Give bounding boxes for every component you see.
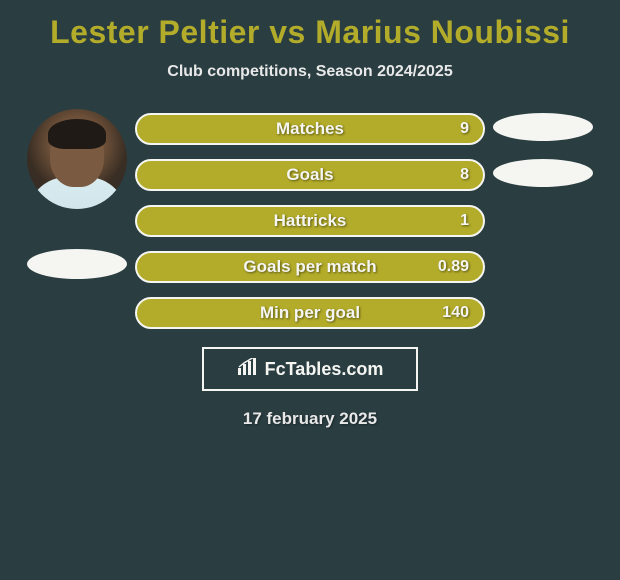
player-left-name-pill bbox=[27, 249, 127, 279]
stat-bar-goals-per-match: Goals per match 0.89 bbox=[135, 251, 485, 283]
stat-bar-goals: Goals 8 bbox=[135, 159, 485, 191]
branding-box: FcTables.com bbox=[202, 347, 418, 391]
stat-label: Min per goal bbox=[260, 303, 360, 323]
player-right-pill-1 bbox=[493, 113, 593, 141]
page-title: Lester Peltier vs Marius Noubissi bbox=[50, 14, 570, 51]
stat-bar-matches: Matches 9 bbox=[135, 113, 485, 145]
stat-value-right: 9 bbox=[460, 120, 469, 138]
player-right-column bbox=[485, 109, 605, 205]
stat-label: Matches bbox=[276, 119, 344, 139]
stat-bar-hattricks: Hattricks 1 bbox=[135, 205, 485, 237]
stats-column: Matches 9 Goals 8 Hattricks 1 Goals per … bbox=[135, 109, 485, 329]
stat-value-right: 0.89 bbox=[438, 258, 469, 276]
bar-chart-icon bbox=[237, 358, 259, 381]
stat-value-right: 8 bbox=[460, 166, 469, 184]
player-left-avatar bbox=[27, 109, 127, 209]
branding-text: FcTables.com bbox=[265, 359, 384, 380]
player-right-pill-2 bbox=[493, 159, 593, 187]
subtitle: Club competitions, Season 2024/2025 bbox=[167, 63, 452, 81]
date-label: 17 february 2025 bbox=[243, 409, 377, 429]
comparison-row: Matches 9 Goals 8 Hattricks 1 Goals per … bbox=[0, 109, 620, 329]
avatar-hair bbox=[48, 119, 106, 149]
root: Lester Peltier vs Marius Noubissi Club c… bbox=[0, 0, 620, 429]
stat-value-right: 140 bbox=[442, 304, 469, 322]
stat-value-right: 1 bbox=[460, 212, 469, 230]
stat-label: Hattricks bbox=[274, 211, 347, 231]
stat-bar-min-per-goal: Min per goal 140 bbox=[135, 297, 485, 329]
stat-label: Goals bbox=[286, 165, 333, 185]
player-left-column bbox=[15, 109, 135, 279]
stat-label: Goals per match bbox=[243, 257, 376, 277]
